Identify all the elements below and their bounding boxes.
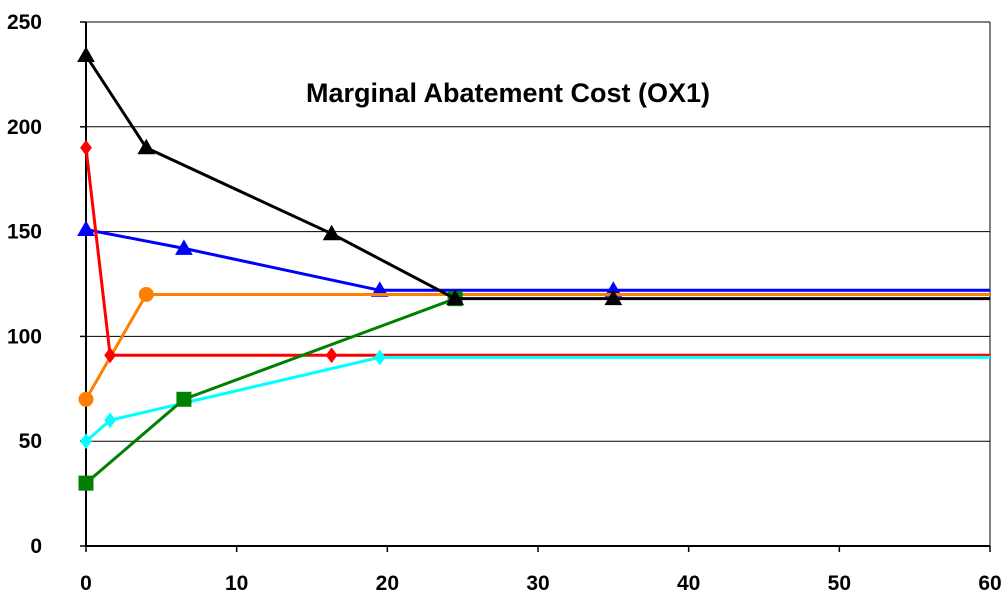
- y-tick-label: 150: [7, 221, 42, 244]
- series-line: [85, 355, 990, 443]
- series-3: [80, 139, 990, 364]
- x-tick-label: 0: [80, 572, 92, 595]
- series-line: [84, 147, 990, 357]
- series-4: [80, 349, 990, 450]
- series-line: [85, 228, 990, 292]
- data-point: [446, 289, 464, 306]
- data-point: [175, 239, 193, 255]
- tick-labels: 0 50 100 150 200 250 0 10 20 30 40 50 60: [7, 11, 1002, 595]
- data-point: [77, 46, 95, 63]
- series-5: [78, 291, 463, 491]
- chart-title: Marginal Abatement Cost (OX1): [306, 78, 710, 108]
- data-point: [77, 220, 95, 237]
- data-point: [138, 286, 154, 302]
- series-line: [85, 297, 456, 485]
- data-point: [322, 224, 341, 241]
- data-point: [80, 139, 92, 156]
- x-tick-label: 10: [225, 572, 248, 595]
- x-tick-label: 50: [828, 572, 851, 595]
- data-point: [604, 289, 623, 306]
- data-point: [104, 347, 116, 364]
- x-tick-label: 40: [677, 572, 700, 595]
- y-tick-label: 100: [7, 325, 42, 348]
- data-point: [104, 412, 116, 429]
- data-point: [325, 347, 338, 364]
- x-tick-label: 60: [978, 572, 1001, 595]
- data-point: [176, 391, 192, 407]
- gridlines: [86, 21, 991, 546]
- y-tick-label: 50: [19, 430, 42, 453]
- y-tick-label: 250: [7, 11, 42, 34]
- data-point: [370, 281, 389, 297]
- data-series: [77, 46, 990, 491]
- x-tick-label: 20: [376, 572, 399, 595]
- x-tick-label: 30: [526, 572, 549, 595]
- series-1: [77, 220, 990, 297]
- series-6: [77, 46, 990, 306]
- series-line: [84, 292, 990, 401]
- data-point: [80, 433, 92, 450]
- y-tick-label: 0: [30, 535, 42, 558]
- data-point: [78, 475, 94, 491]
- data-point: [373, 349, 386, 366]
- y-tick-label: 200: [7, 116, 42, 139]
- series-line: [84, 54, 990, 301]
- data-point: [137, 138, 156, 155]
- data-point: [78, 391, 94, 407]
- series-2: [78, 286, 990, 407]
